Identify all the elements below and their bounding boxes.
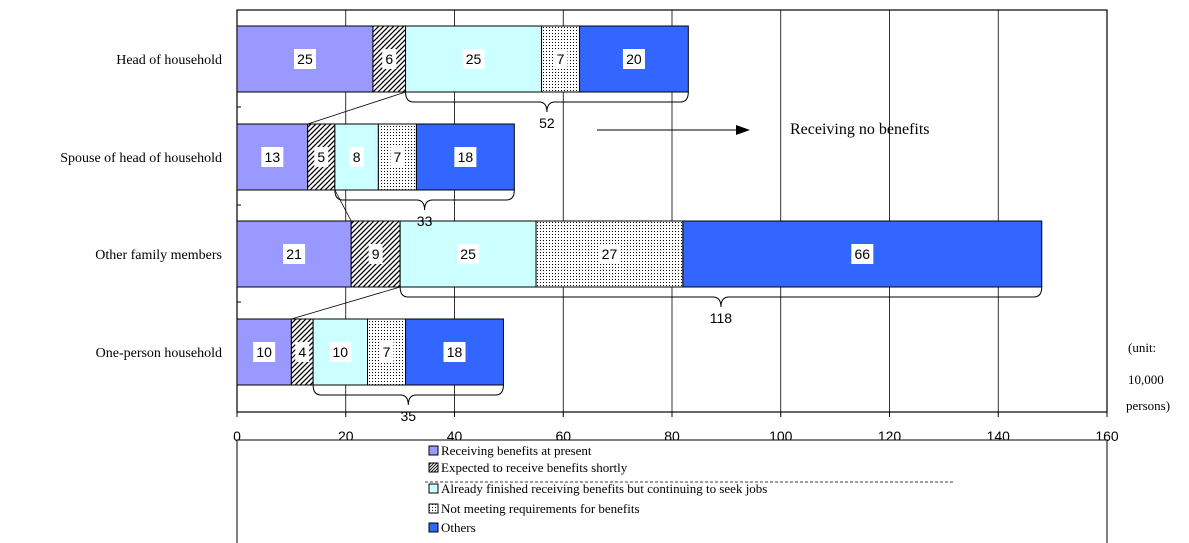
data-label: 7 bbox=[383, 344, 391, 360]
data-label-box bbox=[454, 147, 477, 167]
legend: Receiving benefits at present Expected to… bbox=[236, 439, 1108, 543]
category-label: Head of household bbox=[116, 53, 222, 68]
legend-box bbox=[236, 439, 1108, 543]
bar-row: 10 4 10 7 18 bbox=[236, 318, 504, 386]
no-benefits-sum-label: 33 bbox=[417, 213, 433, 229]
data-label-box bbox=[390, 147, 405, 167]
data-label-box bbox=[462, 49, 485, 69]
no-benefits-sum-label: 52 bbox=[539, 115, 555, 131]
legend-label: Receiving benefits at present bbox=[441, 443, 592, 458]
data-label: 13 bbox=[265, 149, 281, 165]
legend-swatch bbox=[428, 522, 439, 533]
legend-label: Not meeting requirements for benefits bbox=[441, 501, 640, 516]
series-connector-line bbox=[307, 91, 406, 125]
legend-swatch bbox=[428, 445, 439, 456]
bar-row: 13 5 8 7 18 bbox=[236, 123, 515, 191]
data-label: 6 bbox=[385, 51, 393, 67]
data-label: 66 bbox=[855, 246, 871, 262]
legend-swatch bbox=[428, 503, 439, 514]
data-label: 10 bbox=[333, 344, 349, 360]
bar-segment bbox=[307, 123, 336, 191]
data-label-box bbox=[443, 342, 466, 362]
no-benefits-brace bbox=[399, 286, 1043, 308]
x-tick-label: 0 bbox=[233, 428, 241, 444]
data-label-box bbox=[314, 147, 329, 167]
legend-swatch bbox=[428, 462, 439, 473]
bar-row: 21 9 25 27 66 bbox=[236, 220, 1043, 288]
unit-note-line-3: persons) bbox=[1126, 398, 1170, 413]
data-label-box bbox=[261, 147, 284, 167]
series-connector-line bbox=[291, 286, 401, 320]
data-label-box bbox=[622, 49, 645, 69]
data-label: 27 bbox=[602, 246, 618, 262]
data-label: 10 bbox=[256, 344, 272, 360]
data-label-box bbox=[283, 244, 306, 264]
data-label: 5 bbox=[317, 149, 325, 165]
data-label: 18 bbox=[458, 149, 474, 165]
data-label: 18 bbox=[447, 344, 463, 360]
data-label-box bbox=[598, 244, 621, 264]
data-label-box bbox=[293, 49, 316, 69]
data-label-box bbox=[382, 49, 397, 69]
legend-label: Already finished receiving benefits but … bbox=[441, 481, 767, 496]
data-label: 8 bbox=[353, 149, 361, 165]
data-label-box bbox=[851, 244, 874, 264]
no-benefits-sum-label: 35 bbox=[400, 408, 416, 424]
data-label-box bbox=[553, 49, 568, 69]
series-connector-line bbox=[334, 189, 352, 222]
legend-label: Others bbox=[441, 520, 476, 535]
bar-row: 25 6 25 7 20 bbox=[236, 25, 689, 93]
no-benefits-brace bbox=[334, 189, 515, 211]
unit-note-line-2: 10,000 bbox=[1128, 372, 1164, 387]
data-label: 4 bbox=[298, 344, 306, 360]
legend-label: Expected to receive benefits shortly bbox=[441, 460, 628, 475]
category-label: One-person household bbox=[96, 346, 222, 361]
data-label: 9 bbox=[372, 246, 380, 262]
no-benefits-sum-label: 118 bbox=[710, 310, 733, 326]
data-label: 25 bbox=[297, 51, 313, 67]
data-label: 20 bbox=[626, 51, 642, 67]
data-label: 25 bbox=[466, 51, 482, 67]
receiving-no-benefits-annotation: Receiving no benefits bbox=[597, 121, 930, 138]
legend-swatch bbox=[428, 483, 439, 494]
unit-note: (unit: 10,000 persons) bbox=[1126, 340, 1170, 413]
annotation-text: Receiving no benefits bbox=[790, 121, 930, 138]
annotation-arrow-head bbox=[736, 125, 750, 135]
unit-note-line-1: (unit: bbox=[1128, 340, 1156, 355]
no-benefits-brace bbox=[312, 384, 504, 406]
data-label-box bbox=[368, 244, 383, 264]
no-benefits-brace bbox=[405, 91, 689, 113]
data-label-box bbox=[253, 342, 276, 362]
data-label: 21 bbox=[286, 246, 302, 262]
data-label-box bbox=[295, 342, 310, 362]
category-label: Spouse of head of household bbox=[60, 151, 222, 166]
data-label-box bbox=[349, 147, 364, 167]
data-label-box bbox=[457, 244, 480, 264]
data-label-box bbox=[379, 342, 394, 362]
category-label: Other family members bbox=[95, 248, 222, 263]
data-label: 7 bbox=[394, 149, 402, 165]
data-label: 25 bbox=[460, 246, 476, 262]
data-label: 7 bbox=[557, 51, 565, 67]
data-label-box bbox=[329, 342, 352, 362]
